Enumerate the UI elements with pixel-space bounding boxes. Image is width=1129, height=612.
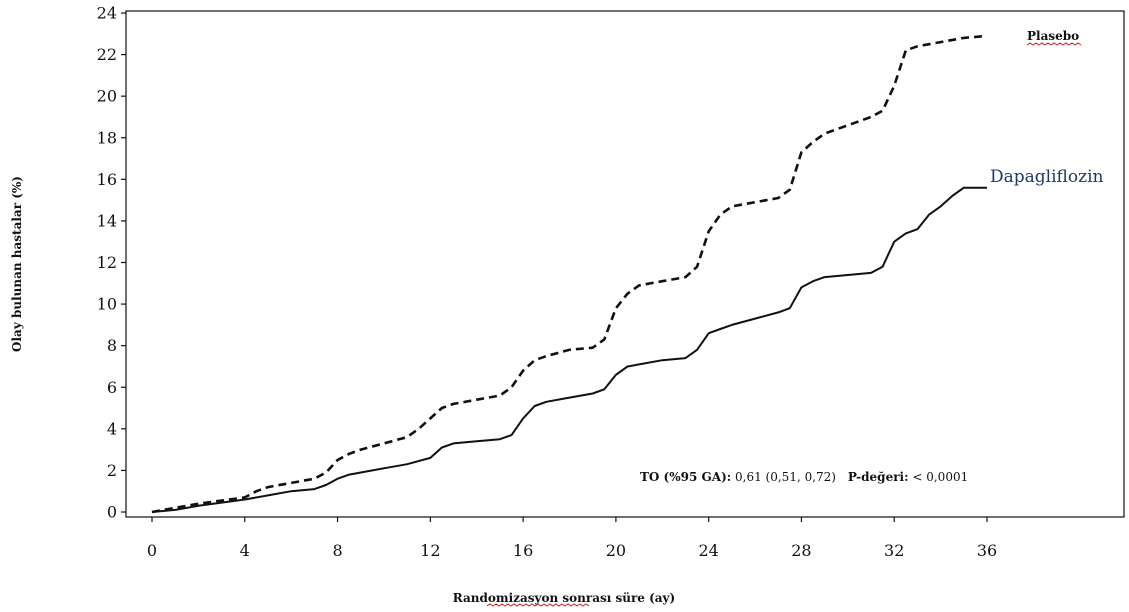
y-tick-label: 18 [97,128,117,147]
y-tick-label: 10 [97,295,117,314]
y-tick-label: 4 [107,419,117,438]
x-tick-label: 8 [332,541,342,560]
spellcheck-squiggle [486,603,590,607]
x-tick-label: 4 [240,541,250,560]
series-label-dapagliflozin: Dapagliflozin [990,167,1104,187]
y-axis-title: Olay bulunan hastalar (%) [10,176,24,352]
y-tick-label: 8 [107,336,117,355]
y-tick-label: 6 [107,378,117,397]
x-tick-label: 24 [698,541,718,560]
spellcheck-squiggle [1026,42,1082,46]
series-line-plasebo [151,34,988,514]
x-tick-label: 28 [791,541,811,560]
hazard-ratio-annotation: TO (%95 GA): 0,61 (0,51, 0,72) P-değeri:… [640,470,968,484]
x-axis: 0 4 8 12 16 20 24 28 32 36 [147,517,997,560]
annot-label-to: TO (%95 GA): [640,470,731,484]
annot-value-p: < 0,0001 [912,470,968,484]
plot-frame [125,10,1125,518]
y-tick-label: 14 [97,211,117,230]
y-tick-label: 22 [97,45,117,64]
series-group [151,34,988,514]
annot-value-to: 0,61 (0,51, 0,72) [735,470,836,484]
x-axis-title: Randomizasyon sonrası süre (ay) [453,591,675,605]
y-tick-label: 16 [97,170,117,189]
x-tick-label: 12 [420,541,440,560]
x-tick-label: 0 [147,541,157,560]
y-tick-label: 12 [97,253,117,272]
y-tick-label: 2 [107,461,117,480]
y-tick-label: 20 [97,87,117,106]
series-label-plasebo: Plasebo [1027,29,1079,43]
x-tick-label: 16 [513,541,533,560]
y-tick-label: 24 [97,4,117,23]
y-tick-label: 0 [107,503,117,522]
annot-label-p: P-değeri: [848,470,909,484]
series-line-dapagliflozin [151,186,987,513]
x-tick-label: 36 [977,541,997,560]
x-tick-label: 32 [884,541,904,560]
x-tick-label: 20 [606,541,626,560]
